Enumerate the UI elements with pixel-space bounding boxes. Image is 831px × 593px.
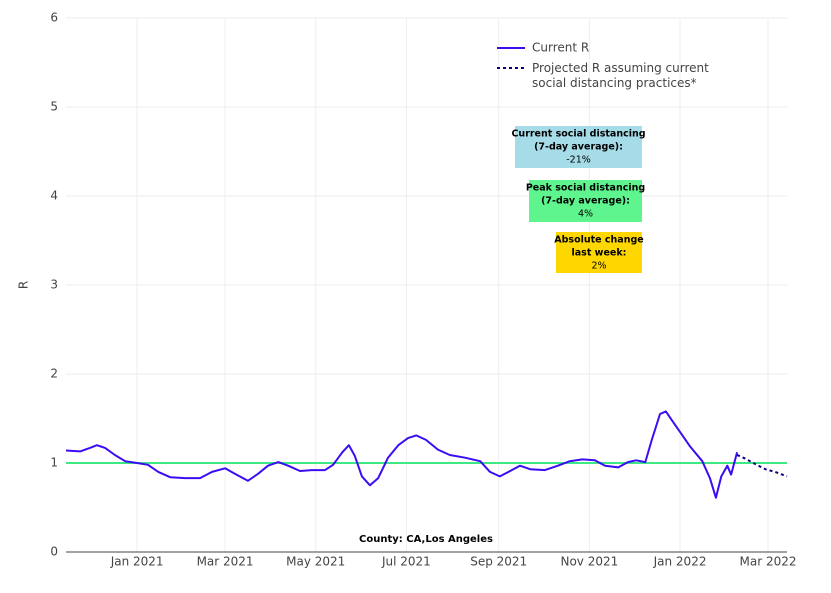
annotation-title: Absolute change <box>554 235 643 246</box>
x-tick-label: May 2021 <box>286 555 345 569</box>
x-tick-label: Sep 2021 <box>470 555 527 569</box>
legend-label-part: Projected R assuming current <box>532 61 709 75</box>
x-tick-label: Nov 2021 <box>560 555 618 569</box>
annotation-text: -21% <box>566 155 591 166</box>
line-series <box>736 454 788 478</box>
y-tick-label: 3 <box>50 278 58 292</box>
y-tick-label: 6 <box>50 11 58 25</box>
y-axis-label: R <box>17 281 31 289</box>
x-tick-label: Jan 2021 <box>110 555 164 569</box>
y-tick-label: 2 <box>50 367 58 381</box>
annotation-title: Current social distancing <box>511 129 645 140</box>
annotation-title: last week: <box>572 248 627 259</box>
x-tick-label: Mar 2021 <box>197 555 254 569</box>
annotation-box <box>529 180 642 222</box>
y-tick-label: 4 <box>50 189 58 203</box>
annotation-box <box>556 232 642 273</box>
annotation-box <box>515 126 642 168</box>
y-tick-label: 5 <box>50 100 58 114</box>
annotation-title: (7-day average): <box>541 196 630 207</box>
y-tick-label: 1 <box>50 456 58 470</box>
x-tick-label: Jul 2021 <box>381 555 431 569</box>
annotation-text: 4% <box>578 209 593 220</box>
legend-label: Current R <box>532 41 589 55</box>
annotation-title: (7-day average): <box>534 142 623 153</box>
annotation-text: 2% <box>591 261 606 272</box>
legend-label: Projected R assuming current social dista… <box>532 61 709 90</box>
x-tick-label: Jan 2022 <box>653 555 707 569</box>
legend-label-part: social distancing practices* <box>532 76 697 90</box>
y-tick-label: 0 <box>50 545 58 559</box>
annotation-title: Peak social distancing <box>526 183 645 194</box>
line-series <box>65 410 739 499</box>
x-tick-label: Mar 2022 <box>739 555 796 569</box>
footer: County: CA,Los Angeles <box>359 534 493 545</box>
